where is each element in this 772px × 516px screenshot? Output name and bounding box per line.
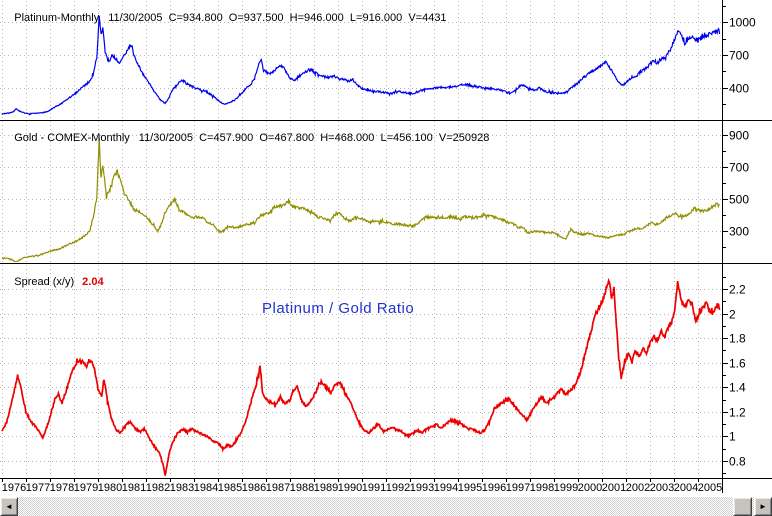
svg-text:1999: 1999	[554, 482, 578, 494]
gold-series-line	[1, 137, 720, 262]
svg-text:1983: 1983	[170, 482, 194, 494]
ratio-annotation: Platinum / Gold Ratio	[262, 300, 415, 317]
svg-text:1998: 1998	[530, 482, 554, 494]
y-axis-labels: 1000 700 400 900 700 500 300 2.2 2 1.8 1.6 1.4 1.2 1 0…	[729, 16, 756, 469]
axes	[0, 0, 772, 493]
svg-text:700: 700	[729, 49, 749, 63]
platinum-ohlc-info: 11/30/2005 C=934.800 O=937.500 H=946.000…	[108, 12, 447, 24]
svg-text:1996: 1996	[482, 482, 506, 494]
svg-text:400: 400	[729, 82, 749, 96]
svg-text:2002: 2002	[626, 482, 650, 494]
svg-text:0.8: 0.8	[729, 455, 746, 469]
svg-text:2005: 2005	[698, 482, 722, 494]
svg-text:1982: 1982	[146, 482, 170, 494]
svg-text:1987: 1987	[266, 482, 290, 494]
panel-header-gold: Gold - COMEX-Monthly 11/30/2005 C=457.900…	[2, 122, 489, 155]
right-arrow-icon: ►	[759, 501, 767, 511]
svg-text:2003: 2003	[650, 482, 674, 494]
svg-text:1993: 1993	[410, 482, 434, 494]
svg-text:2004: 2004	[674, 482, 698, 494]
platinum-symbol-label: Platinum-Monthly	[14, 12, 100, 24]
svg-text:1977: 1977	[26, 482, 50, 494]
svg-text:1979: 1979	[74, 482, 98, 494]
svg-text:1994: 1994	[434, 482, 458, 494]
spread-label: Spread (x/y)	[14, 276, 75, 288]
gold-symbol-label: Gold - COMEX-Monthly	[14, 132, 130, 144]
scroll-right-button[interactable]: ►	[754, 497, 772, 516]
x-axis-labels: 1976 1977 1978 1979 1980 1981 1982 1983 1984 1985…	[2, 482, 722, 494]
svg-text:1.2: 1.2	[729, 406, 746, 420]
ratio-series-line	[1, 277, 721, 476]
svg-text:1991: 1991	[362, 482, 386, 494]
svg-text:1997: 1997	[506, 482, 530, 494]
horizontal-scrollbar: ◄ ►	[0, 497, 772, 516]
svg-text:1980: 1980	[98, 482, 122, 494]
grid-lines	[0, 1, 722, 477]
panel-header-platinum: Platinum-Monthly 11/30/2005 C=934.800 O=9…	[2, 2, 447, 35]
svg-text:1990: 1990	[338, 482, 362, 494]
svg-text:1000: 1000	[729, 16, 756, 30]
svg-text:1.8: 1.8	[729, 332, 746, 346]
svg-text:300: 300	[729, 225, 749, 239]
scrollbar-track[interactable]	[0, 497, 772, 516]
svg-text:1985: 1985	[218, 482, 242, 494]
svg-text:1989: 1989	[314, 482, 338, 494]
svg-text:1.6: 1.6	[729, 357, 746, 371]
svg-text:1: 1	[729, 430, 736, 444]
chart-canvas: 1000 700 400 900 700 500 300 2.2 2 1.8 1.6 1.4 1.2 1 0…	[0, 0, 772, 494]
platinum-series-line	[1, 15, 721, 116]
spread-value: 2.04	[82, 276, 104, 288]
svg-text:1984: 1984	[194, 482, 218, 494]
gold-ohlc-info: 11/30/2005 C=457.900 O=467.800 H=468.000…	[138, 132, 490, 144]
svg-text:2: 2	[729, 308, 736, 322]
svg-text:1.4: 1.4	[729, 381, 746, 395]
svg-text:1978: 1978	[50, 482, 74, 494]
left-arrow-icon: ◄	[5, 501, 13, 511]
panel-header-spread: Spread (x/y) 2.04	[2, 266, 104, 299]
svg-text:2001: 2001	[602, 482, 626, 494]
svg-text:500: 500	[729, 193, 749, 207]
svg-text:2.2: 2.2	[729, 283, 746, 297]
svg-text:1992: 1992	[386, 482, 410, 494]
svg-text:700: 700	[729, 161, 749, 175]
svg-text:900: 900	[729, 129, 749, 143]
scrollbar-thumb[interactable]	[733, 497, 752, 516]
svg-text:1976: 1976	[2, 482, 26, 494]
svg-text:2000: 2000	[578, 482, 602, 494]
svg-text:1995: 1995	[458, 482, 482, 494]
svg-text:1986: 1986	[242, 482, 266, 494]
svg-text:1981: 1981	[122, 482, 146, 494]
scroll-left-button[interactable]: ◄	[0, 497, 18, 516]
svg-text:1988: 1988	[290, 482, 314, 494]
